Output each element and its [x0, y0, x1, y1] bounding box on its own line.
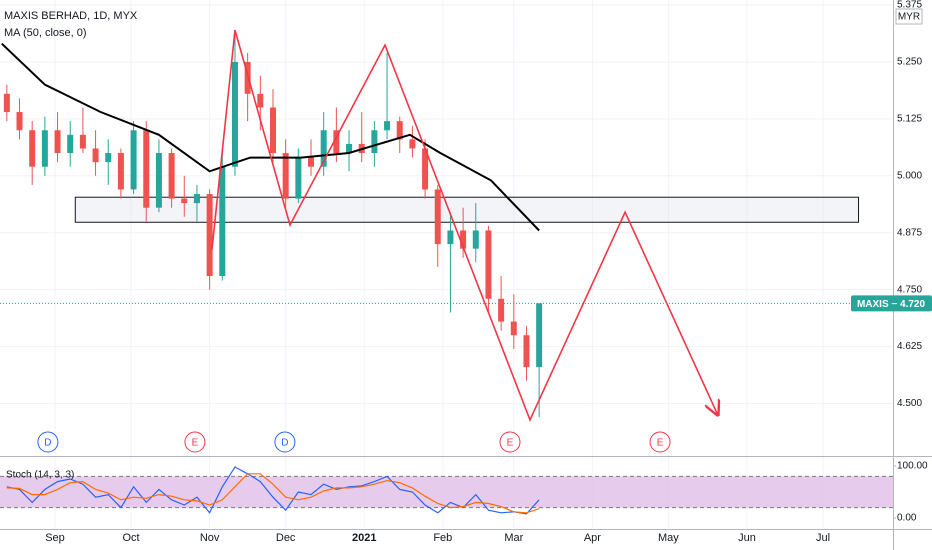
- chart-title: MAXIS BERHAD, 1D, MYX: [4, 10, 138, 22]
- event-label: E: [507, 438, 514, 449]
- candle-body: [460, 230, 467, 249]
- candle-body: [257, 93, 264, 108]
- x-tick-label: Nov: [200, 532, 220, 544]
- candle-body: [346, 143, 353, 154]
- candle-body: [206, 194, 213, 277]
- stoch-tick-label: 0.00: [897, 513, 917, 524]
- y-tick-label: 4.750: [897, 284, 922, 295]
- candle-body: [308, 157, 315, 167]
- candle-body: [130, 130, 137, 190]
- candle-body: [54, 130, 61, 154]
- candle-body: [434, 189, 441, 245]
- x-tick-label: Apr: [584, 532, 601, 544]
- grid: [0, 0, 893, 528]
- x-tick-label: Jul: [816, 532, 830, 544]
- candle-body: [472, 230, 479, 249]
- zone: [74, 196, 860, 223]
- candle-body: [168, 153, 175, 199]
- x-tick-label: May: [658, 532, 679, 544]
- x-tick-label: Oct: [122, 532, 139, 544]
- stoch-line: [6, 466, 540, 515]
- y-tick-label: 5.375: [897, 0, 922, 11]
- x-tick-label: Sep: [45, 532, 65, 544]
- candle-body: [510, 321, 517, 336]
- candle-body: [295, 157, 302, 199]
- event-label: D: [281, 438, 288, 449]
- candle-body: [181, 198, 188, 204]
- ma-line: [1, 42, 540, 232]
- event-marker: [274, 431, 296, 453]
- candle-body: [155, 153, 162, 208]
- event-marker: [649, 431, 671, 453]
- candle-body: [320, 130, 327, 167]
- candle-body: [269, 107, 276, 154]
- event-marker: [184, 431, 206, 453]
- candle-body: [3, 93, 10, 113]
- candle-body: [523, 335, 530, 368]
- candle-body: [498, 298, 505, 322]
- stoch-line: [6, 473, 540, 514]
- x-tick-label: Feb: [433, 532, 452, 544]
- candle-body: [41, 130, 48, 167]
- x-tick-label: Mar: [504, 532, 523, 544]
- y-tick-label: 5.250: [897, 57, 922, 68]
- candle-body: [447, 230, 454, 245]
- candle-body: [384, 121, 391, 131]
- stoch-band: [0, 476, 893, 508]
- candle-body: [117, 153, 124, 190]
- candle-body: [485, 230, 492, 299]
- candle-body: [92, 148, 99, 163]
- candle-body: [396, 121, 403, 140]
- candle-body: [143, 130, 150, 208]
- candle-body: [536, 303, 543, 368]
- y-tick-label: 4.875: [897, 227, 922, 238]
- x-tick-label: Jun: [738, 532, 756, 544]
- plot: [0, 29, 893, 515]
- candle-body: [67, 134, 74, 154]
- indicator-label: MA (50, close, 0): [4, 27, 87, 39]
- candle-body: [333, 130, 340, 154]
- zigzag-drawing: [211, 29, 718, 422]
- event-label: E: [192, 438, 199, 449]
- y-tick-label: 4.625: [897, 341, 922, 352]
- candle-body: [193, 194, 200, 204]
- candle-body: [16, 112, 23, 131]
- currency: MYR: [898, 12, 920, 23]
- candle-body: [422, 148, 429, 190]
- candle-body: [29, 130, 36, 167]
- candle-body: [79, 134, 86, 149]
- event-marker: [499, 431, 521, 453]
- candle-body: [231, 61, 238, 167]
- event-label: D: [44, 438, 51, 449]
- candle-body: [244, 61, 251, 94]
- candle-body: [219, 166, 226, 277]
- candle-body: [282, 153, 289, 199]
- y-tick-label: 5.125: [897, 114, 922, 125]
- event-marker: [37, 431, 59, 453]
- last-price-box: [851, 295, 932, 312]
- stoch-label: Stoch (14, 3, 3): [6, 470, 74, 481]
- y-tick-label: 5.000: [897, 170, 922, 181]
- event-label: E: [657, 438, 664, 449]
- candle-body: [409, 139, 416, 149]
- x-tick-label: 2021: [352, 532, 376, 544]
- candle-body: [371, 130, 378, 154]
- stoch-tick-label: 100.00: [897, 461, 928, 472]
- candle-body: [105, 153, 112, 163]
- y-tick-label: 4.500: [897, 398, 922, 409]
- currency-box: [895, 8, 923, 25]
- x-tick-label: Dec: [276, 532, 296, 544]
- last-price-label: MAXIS − 4.720: [857, 299, 926, 310]
